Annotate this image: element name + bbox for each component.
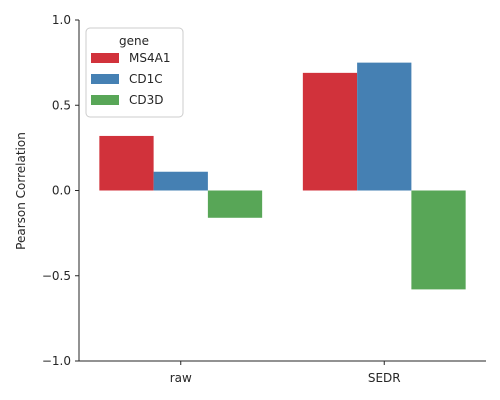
- legend-entries: MS4A1 CD1C CD3D: [91, 51, 170, 107]
- legend-frame: [85, 27, 184, 118]
- bars-group: [99, 62, 466, 290]
- y-tick-label: −1.0: [42, 354, 71, 368]
- y-tick-label: 1.0: [52, 13, 71, 27]
- legend-label-cd1c: CD1C: [129, 72, 163, 86]
- legend-label-cd3d: CD3D: [129, 93, 164, 107]
- legend-swatch-cd3d: [91, 95, 119, 105]
- legend-title: gene: [119, 34, 149, 48]
- y-tick-label: 0.0: [52, 184, 71, 198]
- bar-cd3d-raw: [207, 190, 263, 218]
- legend-swatch-cd1c: [91, 74, 119, 84]
- legend-swatch-ms4a1: [91, 53, 119, 63]
- y-tick-label: 0.5: [52, 98, 71, 112]
- bar-ms4a1-raw: [99, 135, 154, 191]
- bar-cd3d-sedr: [411, 190, 466, 290]
- legend-label-ms4a1: MS4A1: [129, 51, 170, 65]
- x-tick-label: raw: [170, 371, 192, 385]
- legend: gene MS4A1 CD1C CD3D: [85, 27, 184, 118]
- y-ticks-group: −1.0 −0.5 0.0 0.5 1.0: [42, 13, 79, 368]
- bar-cd1c-raw: [153, 171, 208, 191]
- x-ticks-group: raw SEDR: [170, 361, 401, 385]
- y-tick-label: −0.5: [42, 269, 71, 283]
- bar-ms4a1-sedr: [302, 72, 358, 191]
- y-axis-label: Pearson Correlation: [14, 132, 28, 250]
- bar-cd1c-sedr: [357, 62, 412, 191]
- x-tick-label: SEDR: [368, 371, 401, 385]
